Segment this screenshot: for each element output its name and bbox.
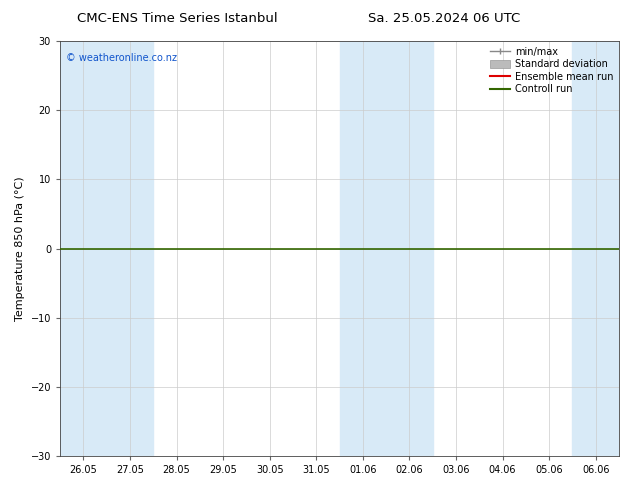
Bar [386, 41, 432, 456]
Y-axis label: Temperature 850 hPa (°C): Temperature 850 hPa (°C) [15, 176, 25, 321]
Text: Sa. 25.05.2024 06 UTC: Sa. 25.05.2024 06 UTC [368, 12, 520, 25]
Bar [340, 41, 386, 456]
Text: © weatheronline.co.nz: © weatheronline.co.nz [66, 53, 177, 64]
Bar [573, 41, 619, 456]
Bar [107, 41, 153, 456]
Legend: min/max, Standard deviation, Ensemble mean run, Controll run: min/max, Standard deviation, Ensemble me… [486, 43, 617, 98]
Bar [60, 41, 107, 456]
Text: CMC-ENS Time Series Istanbul: CMC-ENS Time Series Istanbul [77, 12, 278, 25]
